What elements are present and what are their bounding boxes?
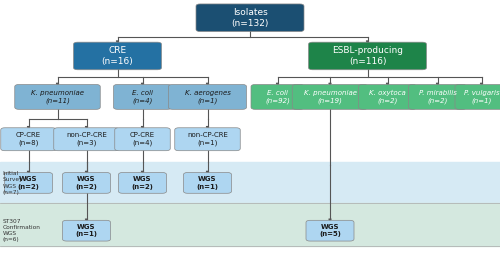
FancyBboxPatch shape — [358, 85, 416, 109]
FancyBboxPatch shape — [308, 42, 426, 70]
Bar — [0, 203, 500, 246]
Text: P. vulgaris
(n=1): P. vulgaris (n=1) — [464, 90, 500, 104]
Text: WGS
(n=5): WGS (n=5) — [319, 224, 341, 238]
FancyBboxPatch shape — [408, 85, 467, 109]
Text: non-CP-CRE
(n=1): non-CP-CRE (n=1) — [187, 132, 228, 146]
FancyBboxPatch shape — [62, 173, 110, 193]
FancyBboxPatch shape — [114, 85, 172, 109]
FancyBboxPatch shape — [455, 85, 500, 109]
Text: non-CP-CRE
(n=3): non-CP-CRE (n=3) — [66, 132, 107, 146]
Text: Initial
Survey
WGS
(n=7): Initial Survey WGS (n=7) — [2, 171, 23, 195]
FancyBboxPatch shape — [168, 85, 246, 109]
Text: CP-CRE
(n=8): CP-CRE (n=8) — [16, 132, 41, 146]
Text: K. pneumoniae
(n=11): K. pneumoniae (n=11) — [31, 90, 84, 104]
FancyBboxPatch shape — [4, 173, 52, 193]
Text: WGS
(n=1): WGS (n=1) — [76, 224, 98, 238]
FancyBboxPatch shape — [74, 42, 162, 70]
Text: ESBL-producing
(n=116): ESBL-producing (n=116) — [332, 46, 403, 66]
FancyBboxPatch shape — [118, 173, 166, 193]
FancyBboxPatch shape — [62, 220, 110, 241]
Text: E. coli
(n=92): E. coli (n=92) — [265, 90, 290, 104]
FancyBboxPatch shape — [184, 173, 232, 193]
FancyBboxPatch shape — [15, 85, 100, 109]
Text: WGS
(n=1): WGS (n=1) — [196, 176, 218, 190]
FancyBboxPatch shape — [306, 220, 354, 241]
Bar — [0, 162, 500, 203]
Text: ST307
Confirmation
WGS
(n=6): ST307 Confirmation WGS (n=6) — [2, 219, 40, 242]
FancyBboxPatch shape — [114, 128, 170, 151]
Text: K. oxytoca
(n=2): K. oxytoca (n=2) — [369, 90, 406, 104]
FancyBboxPatch shape — [292, 85, 368, 109]
FancyBboxPatch shape — [175, 128, 240, 151]
Text: WGS
(n=2): WGS (n=2) — [18, 176, 40, 190]
Text: E. coli
(n=4): E. coli (n=4) — [132, 90, 153, 104]
Text: WGS
(n=2): WGS (n=2) — [76, 176, 98, 190]
Text: CP-CRE
(n=4): CP-CRE (n=4) — [130, 132, 155, 146]
Text: CRE
(n=16): CRE (n=16) — [102, 46, 134, 66]
FancyBboxPatch shape — [196, 4, 304, 31]
Text: K. aerogenes
(n=1): K. aerogenes (n=1) — [184, 90, 230, 104]
Text: WGS
(n=2): WGS (n=2) — [132, 176, 154, 190]
Text: P. mirabilis
(n=2): P. mirabilis (n=2) — [418, 90, 457, 104]
FancyBboxPatch shape — [54, 128, 120, 151]
Text: Isolates
(n=132): Isolates (n=132) — [232, 8, 268, 28]
Text: K. pneumoniae
(n=19): K. pneumoniae (n=19) — [304, 90, 356, 104]
FancyBboxPatch shape — [1, 128, 56, 151]
FancyBboxPatch shape — [251, 85, 304, 109]
